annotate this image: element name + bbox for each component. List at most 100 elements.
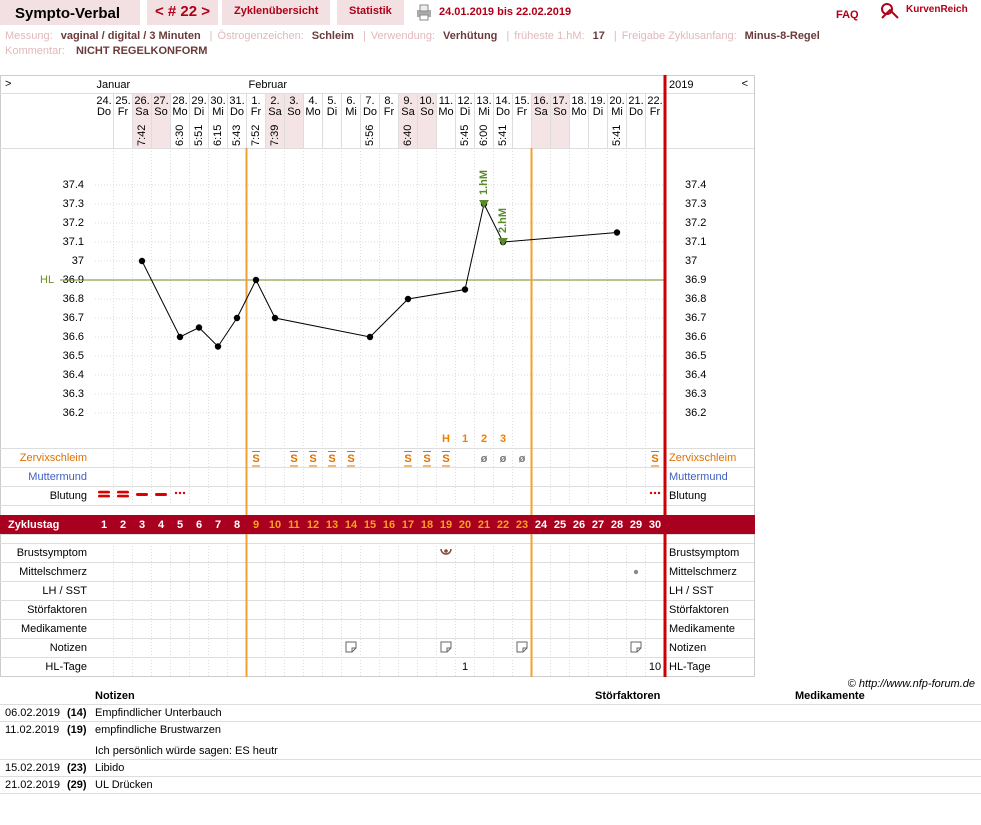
info-value: 17 bbox=[592, 30, 605, 42]
date-label: 29. bbox=[191, 95, 206, 107]
temperature-point bbox=[461, 286, 469, 293]
weekday-label: Fr bbox=[650, 106, 661, 118]
cycle-day: 19 bbox=[440, 519, 452, 531]
mucus-symbol: ø bbox=[519, 453, 526, 465]
weekday-label: Di bbox=[194, 106, 204, 118]
note-icon bbox=[516, 641, 528, 653]
weekend-shade bbox=[284, 93, 304, 148]
date-label: 4. bbox=[308, 95, 317, 107]
y-tick-label: 36.7 bbox=[685, 312, 706, 324]
bleeding-mark bbox=[649, 491, 653, 495]
notes-row: 15.02.2019 (23) Libido bbox=[0, 760, 981, 777]
notes-heading: Medikamente bbox=[795, 690, 865, 702]
y-tick-label: 37.1 bbox=[63, 236, 84, 248]
bleeding-mark bbox=[136, 493, 148, 496]
cycle-day: 26 bbox=[573, 519, 585, 531]
cycle-day: 23 bbox=[516, 519, 528, 531]
info-label: Freigabe Zyklusanfang: bbox=[621, 30, 737, 42]
y-tick-label: 36.7 bbox=[63, 312, 84, 324]
notes-heading: Notizen bbox=[95, 690, 135, 702]
bleeding-mark bbox=[182, 491, 186, 495]
temperature-point bbox=[271, 314, 279, 322]
faq-link[interactable]: FAQ bbox=[836, 9, 859, 21]
tab[interactable]: Statistik bbox=[337, 0, 404, 25]
logo[interactable]: KurvenReich bbox=[906, 4, 968, 15]
app-title: Sympto-Verbal bbox=[15, 5, 121, 22]
cycle-day: 4 bbox=[158, 519, 165, 531]
info-value: Schleim bbox=[311, 30, 354, 42]
notes-heading: Störfaktoren bbox=[595, 690, 661, 702]
date-label: 20. bbox=[609, 95, 624, 107]
midpain-mark bbox=[633, 569, 639, 575]
tab[interactable]: Zyklenübersicht bbox=[222, 0, 331, 25]
temperature-point bbox=[195, 324, 203, 331]
cycle-day: 11 bbox=[288, 519, 300, 531]
peak-marker-label: 1.hM bbox=[478, 170, 490, 195]
cycle-day: 3 bbox=[139, 519, 145, 531]
y-tick-label: 36.6 bbox=[685, 331, 706, 343]
cycle-day: 17 bbox=[402, 519, 414, 531]
row-label: Brustsymptom bbox=[17, 547, 87, 559]
date-label: 13. bbox=[476, 95, 491, 107]
bleeding-mark bbox=[155, 493, 167, 496]
bleeding-mark bbox=[117, 494, 129, 498]
y-tick-label: 36.8 bbox=[63, 293, 84, 305]
weekend-shade bbox=[417, 93, 437, 148]
weekend-shade bbox=[531, 93, 551, 148]
cycle-nav[interactable]: < # 22 > bbox=[147, 0, 219, 25]
weekday-label: So bbox=[287, 106, 300, 118]
date-range: 24.01.2019 bis 22.02.2019 bbox=[439, 6, 572, 18]
row-label: LH / SST bbox=[42, 585, 87, 597]
time-label: 6:40 bbox=[402, 125, 414, 146]
hl-day: 10 bbox=[649, 661, 661, 673]
date-label: 1. bbox=[251, 95, 260, 107]
peak-count: H bbox=[442, 433, 450, 445]
row-label: Notizen bbox=[50, 642, 87, 654]
y-tick-label: 36.3 bbox=[63, 388, 84, 400]
row-label: Notizen bbox=[669, 642, 706, 654]
row-label: Muttermund bbox=[669, 471, 728, 483]
y-tick-label: 36.2 bbox=[63, 407, 84, 419]
info-label: Verwendung: bbox=[370, 30, 436, 42]
row-label: Blutung bbox=[50, 490, 87, 502]
weekday-label: Mo bbox=[172, 106, 187, 118]
notes-row: 21.02.2019 (29) UL Drücken bbox=[0, 777, 981, 794]
print-icon[interactable] bbox=[415, 3, 433, 21]
date-label: 30. bbox=[210, 95, 225, 107]
weekend-shade bbox=[132, 93, 152, 148]
cycle-day: 2 bbox=[120, 519, 126, 531]
breast-dot bbox=[444, 549, 448, 553]
cycle-day-title: Zyklustag bbox=[8, 519, 59, 531]
temperature-point bbox=[404, 295, 412, 303]
temperature-point bbox=[613, 229, 621, 236]
mucus-symbol: S bbox=[404, 453, 411, 465]
date-label: 18. bbox=[571, 95, 586, 107]
row-label: Brustsymptom bbox=[669, 547, 739, 559]
y-tick-label: 37.1 bbox=[685, 236, 706, 248]
info-label: Messung: bbox=[5, 30, 53, 42]
cycle-day: 30 bbox=[649, 519, 661, 531]
note-day: (23) bbox=[67, 762, 87, 774]
weekend-shade bbox=[550, 93, 570, 148]
footer: © http://www.nfp-forum.de bbox=[847, 678, 975, 690]
bleeding-mark bbox=[98, 490, 110, 494]
cycle-day: 22 bbox=[497, 519, 509, 531]
cycle-day: 7 bbox=[215, 519, 221, 531]
cycle-day: 18 bbox=[421, 519, 433, 531]
mucus-symbol: S bbox=[252, 453, 259, 465]
date-label: 5. bbox=[327, 95, 336, 107]
date-label: 31. bbox=[229, 95, 244, 107]
row-label: Zervixschleim bbox=[20, 452, 87, 464]
y-tick-label: 36.4 bbox=[685, 369, 706, 381]
cycle-day: 27 bbox=[592, 519, 604, 531]
cycle-day: 9 bbox=[253, 519, 259, 531]
mucus-symbol: S bbox=[347, 453, 354, 465]
weekday-label: Di bbox=[460, 106, 470, 118]
cycle-day: 14 bbox=[345, 519, 358, 531]
weekday-label: Mo bbox=[438, 106, 453, 118]
date-label: 2. bbox=[270, 95, 279, 107]
mucus-symbol: ø bbox=[481, 453, 488, 465]
info-label: früheste 1.hM: bbox=[514, 30, 585, 42]
separator: | bbox=[613, 30, 617, 42]
